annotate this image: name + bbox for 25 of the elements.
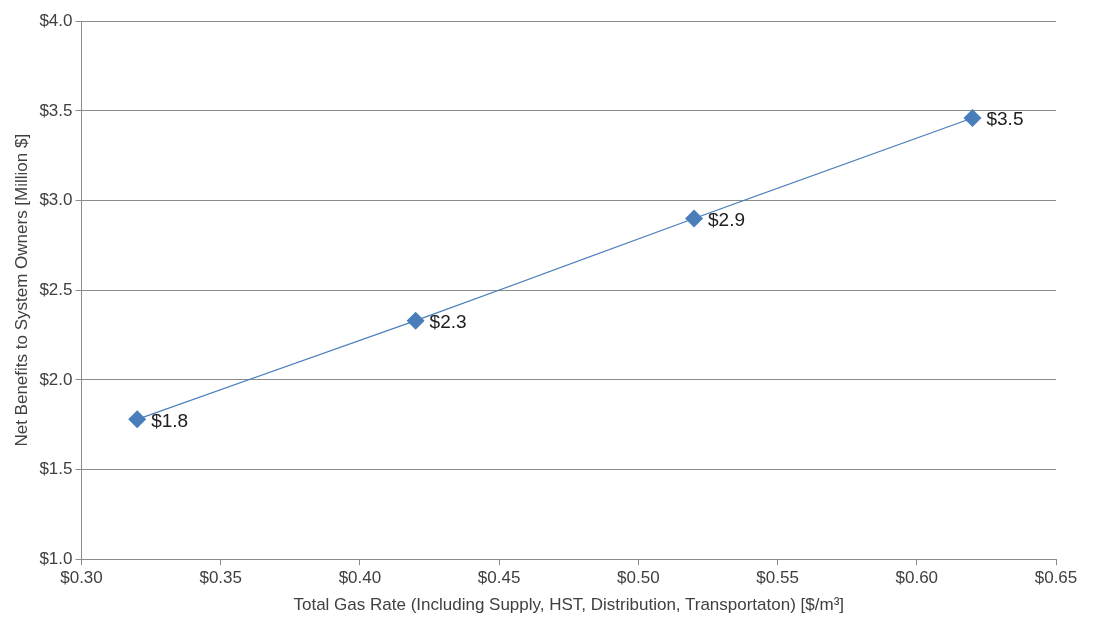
x-tick-label: $0.55	[756, 568, 799, 588]
x-tick-label: $0.35	[199, 568, 242, 588]
y-tick-label: $2.5	[39, 279, 73, 299]
y-tick-label: $2.0	[39, 369, 73, 389]
data-label: $1.8	[151, 409, 189, 431]
y-tick-label: $1.0	[39, 548, 73, 568]
x-axis-title: Total Gas Rate (Including Supply, HST, Distribution, Transportaton) [$/m³]	[293, 595, 845, 615]
point	[685, 209, 704, 228]
x-tick-label: $0.45	[477, 568, 521, 588]
y-tick-label: $3.5	[39, 100, 73, 120]
x-tick-label: $0.30	[60, 568, 103, 588]
data-label: $3.5	[986, 108, 1024, 130]
y-tick-label: $3.0	[39, 190, 73, 210]
point	[128, 410, 147, 429]
x-tick-label: $0.40	[338, 568, 382, 588]
data-label: $2.3	[429, 310, 467, 332]
x-tick-label: $0.60	[895, 568, 939, 588]
point	[963, 109, 982, 128]
y-tick-label: $1.5	[39, 459, 73, 479]
y-tick-label: $4.0	[39, 10, 73, 30]
x-tick-label: $0.65	[1034, 568, 1078, 588]
point	[406, 311, 425, 330]
x-tick-label: $0.50	[617, 568, 660, 588]
y-axis-title: Net Benefits to System Owners [Million $]	[11, 133, 31, 447]
data-label: $2.9	[708, 208, 746, 230]
